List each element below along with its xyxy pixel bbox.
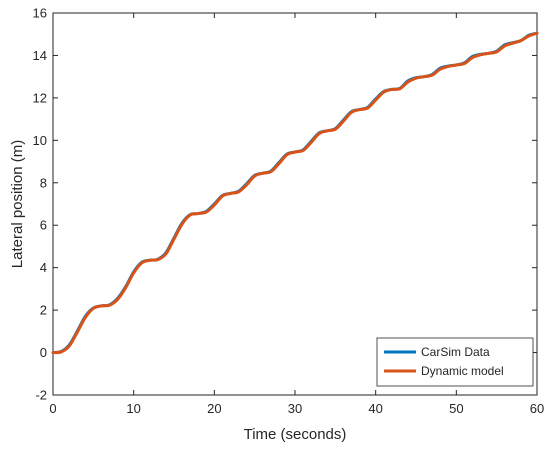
x-tick-label: 50 xyxy=(449,401,463,416)
y-tick-label: 8 xyxy=(40,175,47,190)
y-tick-label: 10 xyxy=(33,133,47,148)
y-tick-label: 4 xyxy=(40,260,47,275)
x-axis-ticks: 0 10 20 30 40 50 60 xyxy=(49,13,544,416)
y-tick-label: 0 xyxy=(40,345,47,360)
legend-box xyxy=(376,337,534,387)
y-tick-label: 12 xyxy=(33,90,47,105)
y-axis-ticks: -2 0 2 4 6 8 10 12 14 16 xyxy=(33,6,537,403)
x-tick-label: 40 xyxy=(368,401,382,416)
series-layer xyxy=(51,31,539,355)
series-line-dynamic xyxy=(51,31,539,355)
legend-label-carsim: CarSim Data xyxy=(421,345,490,359)
legend: CarSim Data Dynamic model xyxy=(376,337,534,387)
plot-area xyxy=(52,12,538,396)
x-tick-label: 20 xyxy=(207,401,221,416)
x-tick-label: 60 xyxy=(530,401,544,416)
y-tick-label: 2 xyxy=(40,303,47,318)
legend-label-dynamic: Dynamic model xyxy=(421,364,504,378)
y-axis-label: Lateral position (m) xyxy=(9,140,26,268)
y-tick-label: 16 xyxy=(33,6,47,21)
x-tick-label: 10 xyxy=(126,401,140,416)
y-tick-label: 14 xyxy=(33,48,47,63)
x-tick-label: 0 xyxy=(49,401,56,416)
x-axis-label: Time (seconds) xyxy=(244,426,347,443)
y-tick-label: -2 xyxy=(35,388,47,403)
y-tick-label: 6 xyxy=(40,218,47,233)
x-tick-label: 30 xyxy=(288,401,302,416)
